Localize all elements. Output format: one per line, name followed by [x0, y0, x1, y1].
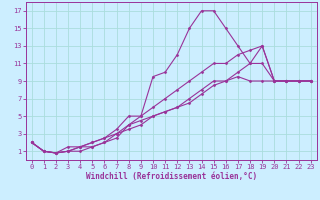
X-axis label: Windchill (Refroidissement éolien,°C): Windchill (Refroidissement éolien,°C)	[86, 172, 257, 181]
